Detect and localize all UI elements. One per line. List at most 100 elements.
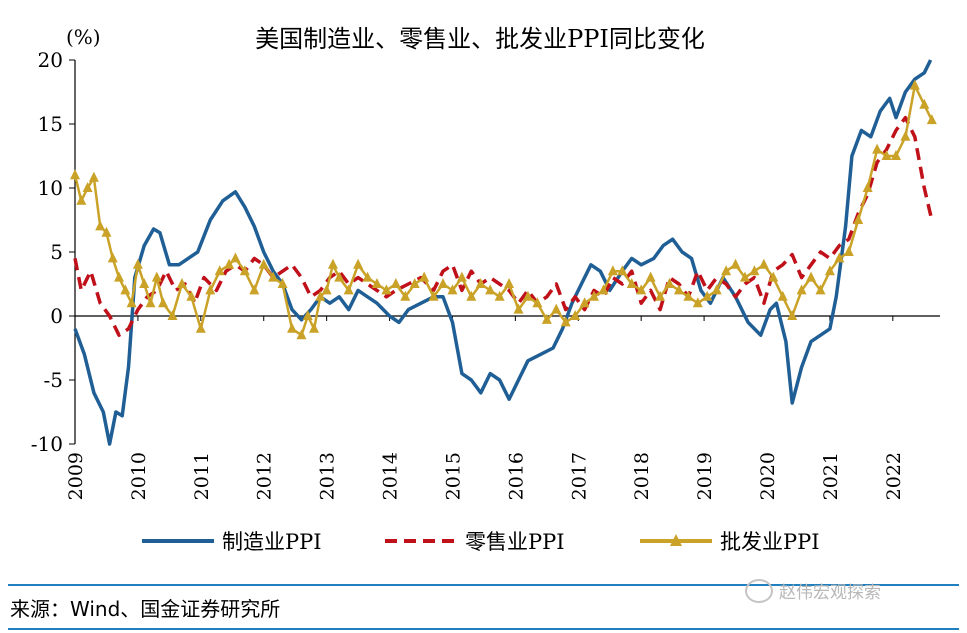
data-point-marker: [224, 258, 235, 269]
x-tick-label: 2017: [568, 452, 590, 500]
data-point-marker: [843, 246, 854, 256]
data-point-marker: [239, 265, 250, 276]
data-point-marker: [409, 278, 420, 288]
data-point-marker: [730, 258, 741, 269]
data-point-marker: [721, 265, 732, 276]
data-point-marker: [176, 278, 187, 288]
data-point-marker: [683, 290, 694, 301]
data-point-marker: [321, 284, 332, 295]
watermark-text: 赵伟宏观探索: [779, 583, 881, 603]
legend-label: 零售业PPI: [465, 530, 565, 554]
x-tick-label: 2012: [254, 452, 276, 500]
data-point-marker: [428, 290, 439, 301]
data-point-marker: [371, 278, 382, 288]
data-point-marker: [541, 313, 552, 324]
series-line: [73, 84, 933, 337]
data-point-marker: [900, 130, 911, 141]
data-point-marker: [362, 271, 373, 282]
data-point-marker: [456, 271, 467, 282]
data-point-marker: [400, 290, 411, 301]
data-point-marker: [315, 290, 326, 301]
x-tick-label: 2018: [631, 452, 653, 500]
data-point-marker: [447, 284, 458, 295]
data-point-marker: [815, 284, 826, 295]
data-point-marker: [711, 284, 722, 295]
x-tick-label: 2022: [883, 452, 905, 500]
data-point-marker: [617, 265, 628, 276]
data-point-marker: [636, 284, 647, 295]
y-tick-label: 5: [50, 240, 63, 264]
data-point-marker: [302, 310, 313, 320]
data-point-marker: [551, 303, 562, 314]
y-axis-unit: (%): [66, 25, 101, 49]
x-tick-label: 2013: [317, 452, 339, 500]
y-tick-label: 0: [50, 304, 63, 328]
data-point-marker: [919, 98, 930, 109]
data-point-marker: [890, 150, 901, 160]
data-point-marker: [475, 278, 486, 288]
watermark: 赵伟宏观探索: [745, 578, 881, 603]
x-tick-label: 2015: [442, 452, 464, 500]
data-point-marker: [513, 303, 524, 314]
legend-label: 制造业PPI: [222, 530, 322, 554]
data-point-marker: [76, 194, 87, 205]
x-tick-label: 2019: [694, 452, 716, 500]
data-point-marker: [249, 284, 260, 295]
data-point-marker: [607, 265, 618, 276]
data-point-marker: [88, 171, 99, 182]
data-point-marker: [327, 258, 338, 269]
data-point-marker: [926, 114, 937, 125]
data-point-marker: [195, 322, 206, 333]
data-point-marker: [353, 258, 364, 269]
data-point-marker: [598, 284, 609, 295]
data-point-marker: [268, 271, 279, 282]
data-point-marker: [101, 226, 112, 237]
y-tick-label: 20: [38, 48, 63, 72]
data-point-marker: [626, 278, 637, 288]
source-note: 来源：Wind、国金证券研究所: [10, 597, 281, 621]
y-tick-label: 15: [38, 112, 63, 136]
data-point-marker: [126, 297, 137, 308]
data-point-marker: [419, 271, 430, 282]
data-point-marker: [287, 322, 298, 333]
data-point-marker: [532, 297, 543, 308]
data-point-marker: [664, 278, 675, 288]
data-point-marker: [230, 252, 241, 263]
series-layer: [70, 59, 937, 446]
data-point-marker: [787, 310, 798, 320]
x-tick-label: 2021: [820, 452, 842, 500]
data-point-marker: [438, 278, 449, 288]
legend: 制造业PPI 零售业PPI 批发业PPI: [142, 530, 820, 554]
legend-label: 批发业PPI: [720, 530, 820, 554]
data-point-marker: [107, 252, 118, 263]
data-point-marker: [485, 284, 496, 295]
data-point-marker: [258, 258, 269, 269]
series-line: [73, 115, 934, 337]
data-point-marker: [692, 297, 703, 308]
data-point-marker: [114, 271, 125, 282]
data-point-marker: [749, 265, 760, 276]
data-point-marker: [853, 214, 864, 224]
data-point-marker: [277, 278, 288, 288]
data-point-marker: [205, 284, 216, 295]
x-tick-label: 2016: [505, 452, 527, 500]
data-point-marker: [522, 290, 533, 301]
y-tick-label: 10: [38, 176, 63, 200]
data-point-marker: [167, 310, 178, 320]
data-point-marker: [862, 182, 873, 192]
data-point-marker: [579, 297, 590, 308]
data-point-marker: [806, 271, 817, 282]
data-point-marker: [132, 258, 143, 269]
data-point-marker: [145, 297, 156, 308]
data-point-marker: [82, 182, 93, 192]
data-point-marker: [673, 284, 684, 295]
top-divider: [8, 584, 959, 586]
data-point-marker: [343, 284, 354, 295]
data-point-marker: [494, 290, 505, 301]
legend-marker: [670, 534, 682, 546]
data-point-marker: [186, 290, 197, 301]
chart-svg: 美国制造业、零售业、批发业PPI同比变化 (%) 20151050-5-1020…: [31, 25, 940, 554]
data-point-marker: [390, 278, 401, 288]
data-point-marker: [824, 265, 835, 276]
